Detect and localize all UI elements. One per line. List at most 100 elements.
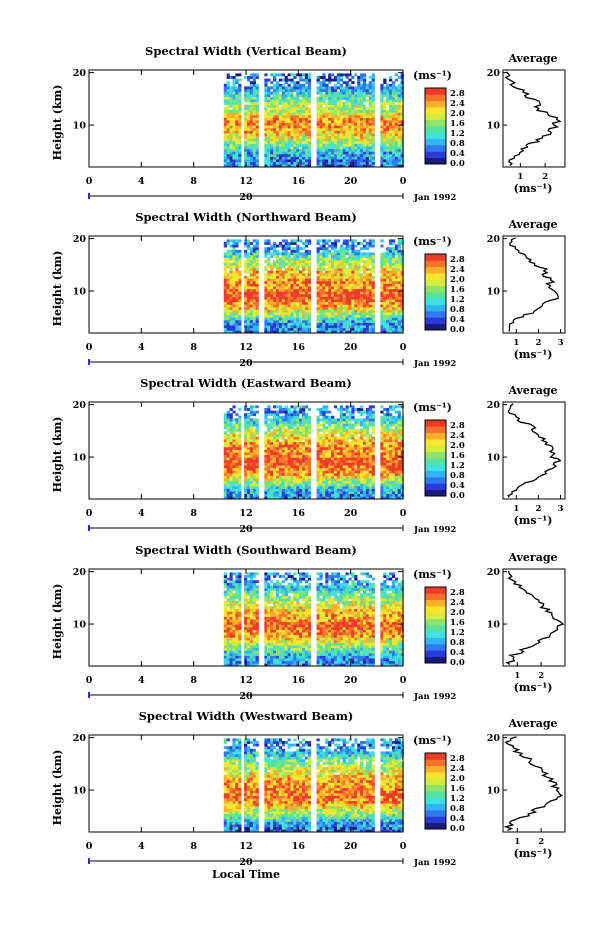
heatmap-cell [336,138,341,142]
heatmap-cell [397,314,401,318]
heatmap-cell [290,120,294,124]
heatmap-cell [319,309,323,313]
heatmap-cell [394,146,399,150]
heatmap-cell [336,322,341,326]
heatmap-cell [232,273,236,277]
heatmap-cell [389,151,393,155]
heatmap-cell [391,288,396,292]
heatmap-cell [304,275,309,279]
heatmap-cell [304,164,309,168]
heatmap-cell [302,281,306,284]
heatmap-cell [322,242,326,245]
heatmap-cell [331,301,335,305]
heatmap-cell [339,102,343,105]
heatmap-cell [226,410,230,414]
heatmap-cell [296,480,300,484]
heatmap-cell [328,146,332,150]
heatmap-cell [302,330,306,334]
heatmap-cell [229,317,233,321]
heatmap-cell [351,151,355,155]
heatmap-cell [299,454,303,458]
heatmap-cell [238,309,242,313]
heatmap-cell [345,312,349,316]
heatmap-cell [371,86,375,90]
heatmap-cell [278,242,283,245]
heatmap-cell [365,112,370,116]
heatmap-cell [281,89,285,92]
date-mark-label: 20 [239,358,253,369]
heatmap-cell [316,283,320,287]
heatmap-cell [255,291,259,295]
heatmap-cell [226,81,230,85]
heatmap-cell [293,418,297,422]
heatmap-cell [400,242,404,245]
heatmap-cell [246,467,251,471]
heatmap-cell [328,76,332,79]
heatmap-cell [287,91,291,95]
heatmap-cell [360,275,364,279]
heatmap-cell [281,441,285,445]
heatmap-cell [325,164,329,168]
heatmap-cell [354,294,358,297]
heatmap-cell [223,312,227,316]
heatmap-cell [386,265,390,269]
heatmap-cell [316,488,320,492]
heatmap-cell [325,86,329,90]
heatmap-cell [325,130,329,134]
heatmap-cell [238,86,242,90]
heatmap-cell [264,423,268,427]
heatmap-cell [345,135,349,139]
heatmap-cell [281,434,285,437]
heatmap-cell [380,270,384,274]
heatmap-cell [400,141,404,144]
heatmap-cell [249,128,254,131]
heatmap-cell [284,488,288,492]
heatmap-cell [226,249,230,253]
heatmap-cell [354,301,358,305]
heatmap-cell [238,294,242,297]
heatmap-cell [383,322,387,326]
heatmap-cell [302,418,306,422]
heatmap-cell [316,255,320,258]
heatmap-cell [249,405,254,409]
heatmap-cell [333,94,338,98]
heatmap-cell [223,91,227,95]
heatmap-cell [319,408,323,411]
heatmap-cell [342,322,346,326]
heatmap-cell [235,488,239,492]
heatmap-cell [229,307,233,310]
heatmap-cell [232,78,236,82]
heatmap-cell [244,156,248,160]
heatmap-cell [275,141,280,144]
heatmap-cell [246,141,251,144]
heatmap-cell [336,81,341,85]
heatmap-cell [336,135,341,139]
heatmap-cell [360,265,364,269]
heatmap-cell [293,159,297,163]
heatmap-cell [322,244,326,248]
heatmap-cell [357,161,361,165]
heatmap-cell [319,478,323,482]
heatmap-cell [389,164,393,168]
heatmap-cell [371,317,375,321]
heatmap-cell [252,275,256,279]
heatmap-cell [287,135,291,139]
heatmap-cell [331,143,335,147]
heatmap-cell [380,330,384,334]
heatmap-cell [235,426,239,430]
heatmap-cell [333,125,338,129]
heatmap-cell [270,467,274,471]
heatmap-cell [273,314,277,318]
heatmap-cell [296,156,300,160]
heatmap-cell [333,322,338,326]
colorbar-swatch [425,323,446,331]
heatmap-cell [281,314,285,318]
heatmap-cell [229,441,233,445]
heatmap-cell [304,426,309,430]
heatmap-cell [293,441,297,445]
heatmap-cell [226,164,230,168]
heatmap-cell [238,408,242,411]
heatmap-cell [302,431,306,435]
heatmap-cell [238,480,242,484]
heatmap-cell [270,470,274,474]
